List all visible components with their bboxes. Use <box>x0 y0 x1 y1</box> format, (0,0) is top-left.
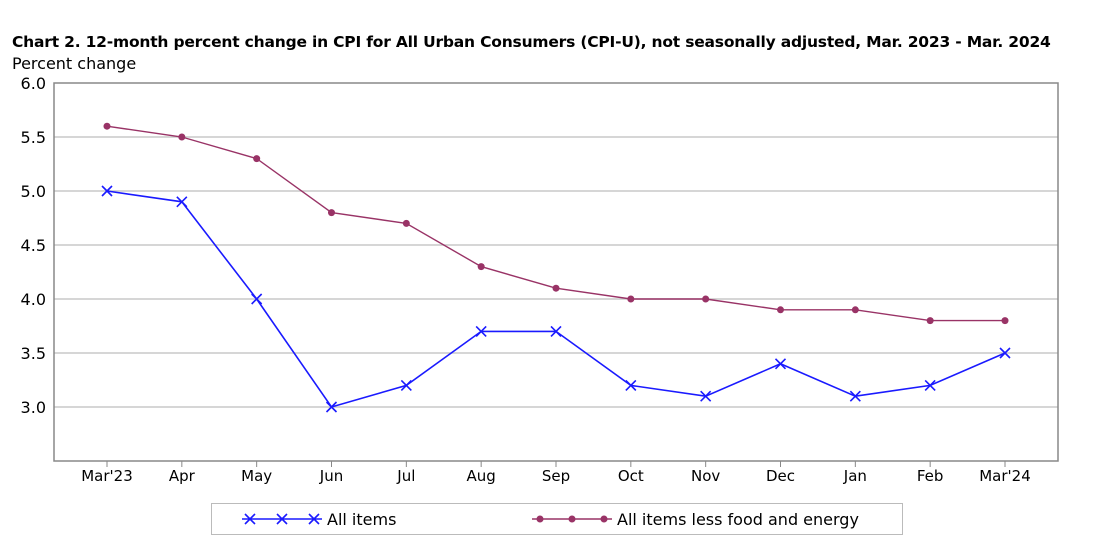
legend-swatch-all-items <box>242 513 322 525</box>
x-tick-label: Sep <box>542 467 570 485</box>
x-tick-label: Dec <box>766 467 795 485</box>
data-point <box>774 358 787 370</box>
data-point <box>849 390 861 402</box>
data-point <box>702 295 710 303</box>
legend: All items All items less food and energy <box>211 503 903 535</box>
x-tick-label: Oct <box>618 467 644 485</box>
data-point <box>101 185 113 197</box>
data-point <box>402 219 410 227</box>
legend-label-all-items: All items <box>327 510 397 529</box>
x-tick-label: Aug <box>467 467 496 485</box>
x-tick-label: Jun <box>319 467 343 485</box>
data-point <box>550 325 562 337</box>
x-tick-label: Apr <box>169 467 196 485</box>
x-tick-label: Mar'23 <box>81 467 133 485</box>
data-point <box>627 295 635 303</box>
legend-label-core: All items less food and energy <box>617 510 859 529</box>
chart-title: Chart 2. 12-month percent change in CPI … <box>12 33 1051 51</box>
data-point <box>924 379 936 391</box>
data-point <box>1001 317 1009 325</box>
legend-marker <box>308 513 320 525</box>
data-point <box>328 209 335 217</box>
legend-marker <box>536 515 544 523</box>
data-point <box>851 306 859 314</box>
data-point <box>475 325 487 337</box>
y-tick-label: 3.0 <box>21 398 46 417</box>
data-point <box>253 155 261 163</box>
y-tick-label: 4.0 <box>21 290 46 309</box>
data-point <box>999 347 1011 359</box>
data-point <box>552 284 560 292</box>
legend-marker <box>244 513 256 525</box>
y-axis-label: Percent change <box>12 54 137 73</box>
x-tick-label: Jan <box>843 467 867 485</box>
y-tick-label: 3.5 <box>21 344 46 363</box>
y-tick-label: 6.0 <box>21 74 46 93</box>
x-tick-label: Feb <box>917 467 944 485</box>
data-point <box>926 317 934 325</box>
data-point <box>477 263 485 271</box>
x-tick-label: Mar'24 <box>979 467 1031 485</box>
y-tick-label: 5.5 <box>21 128 46 147</box>
data-point <box>325 401 338 413</box>
data-point <box>176 196 188 208</box>
x-tick-label: May <box>241 467 272 485</box>
y-tick-label: 5.0 <box>21 182 46 201</box>
y-tick-label: 4.5 <box>21 236 46 255</box>
data-point <box>103 122 111 130</box>
data-point <box>178 133 186 141</box>
data-point <box>400 379 412 391</box>
data-point <box>625 379 637 391</box>
legend-swatch-core <box>532 515 612 523</box>
x-tick-label: Nov <box>691 467 720 485</box>
data-point <box>777 306 784 314</box>
legend-marker <box>568 515 576 523</box>
data-point <box>251 293 263 305</box>
x-tick-label: Jul <box>396 467 415 485</box>
plot-border <box>53 82 1059 462</box>
data-point <box>700 390 712 402</box>
legend-marker <box>276 513 288 525</box>
legend-marker <box>600 515 608 523</box>
